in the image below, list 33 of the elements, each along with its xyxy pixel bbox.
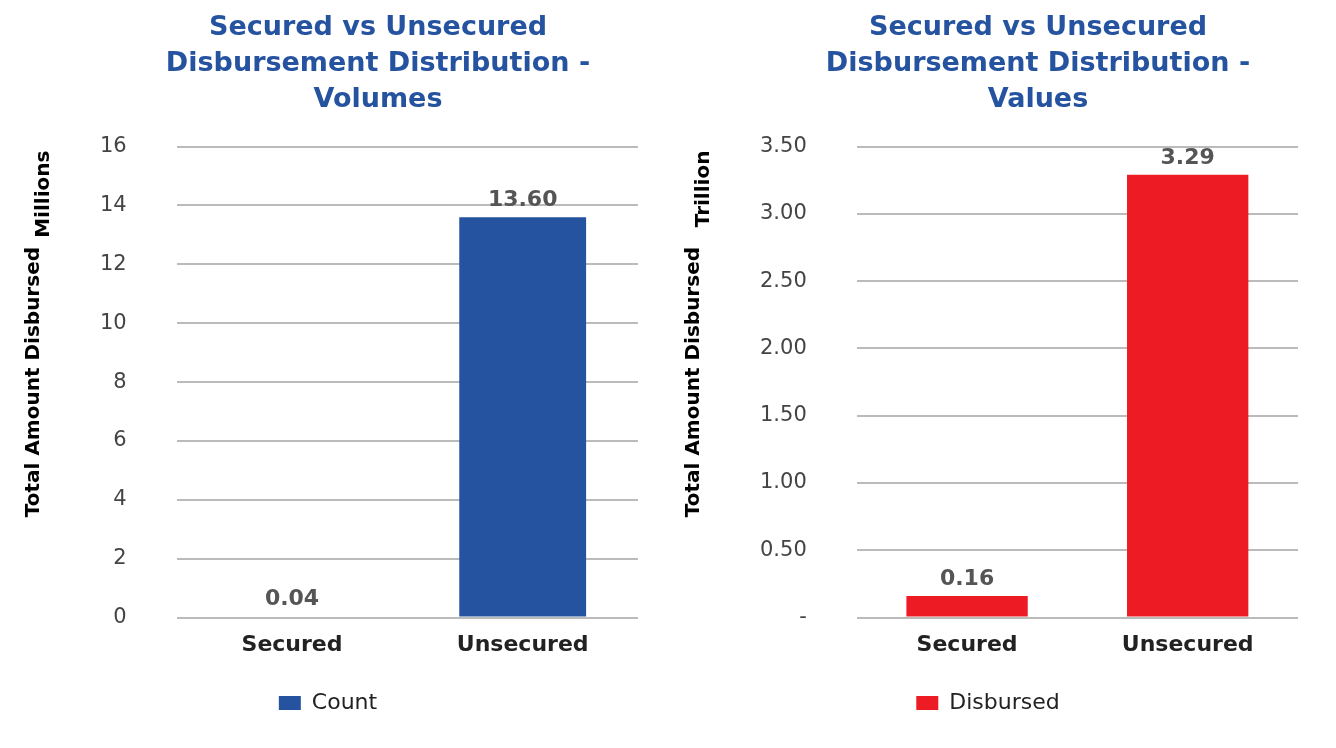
text: Millions	[30, 150, 55, 238]
y-tick-label: 12	[99, 250, 127, 275]
y-axis-title: Total Amount Disbursed	[20, 246, 45, 518]
data-label: 3.29	[1160, 143, 1215, 169]
legend-label: Count	[311, 688, 378, 714]
chart-title: Secured vs Unsecured Disbursement Distribution - Volumes	[164, 9, 592, 113]
x-tick-label: Unsecured	[1121, 630, 1254, 656]
y-tick-label: 10	[99, 309, 127, 334]
legend-label: Disbursed	[949, 688, 1060, 714]
y-tick-label: 0	[113, 604, 127, 629]
y-tick-label: 4	[113, 486, 127, 511]
y-tick-label: 6	[113, 427, 127, 452]
y-tick-label: 16	[99, 133, 127, 158]
text: Trillion	[690, 150, 715, 228]
data-label: 13.60	[487, 185, 558, 211]
y-axis-title: Total Amount Disbursed	[680, 246, 705, 518]
y-tick-label: 2.00	[759, 334, 807, 359]
x-tick-label: Unsecured	[456, 630, 589, 656]
y-tick-label: 1.00	[759, 469, 807, 494]
y-tick-label: 2.50	[759, 267, 807, 292]
y-tick-label: 2	[113, 545, 127, 570]
data-label: 0.16	[939, 564, 995, 590]
y-tick-label: 3.00	[759, 200, 807, 225]
x-tick-label: Secured	[916, 630, 1018, 656]
y-tick-label: -	[799, 604, 807, 629]
chart-title: Secured vs Unsecured Disbursement Distribution - Values	[824, 9, 1252, 113]
x-tick-label: Secured	[241, 630, 343, 656]
y-tick-label: 14	[99, 191, 127, 216]
y-tick-label: 3.50	[759, 133, 807, 158]
data-label: 0.04	[264, 585, 320, 611]
y-tick-label: 8	[113, 368, 127, 393]
y-tick-label: 1.50	[759, 402, 807, 427]
y-tick-label: 0.50	[759, 536, 807, 561]
